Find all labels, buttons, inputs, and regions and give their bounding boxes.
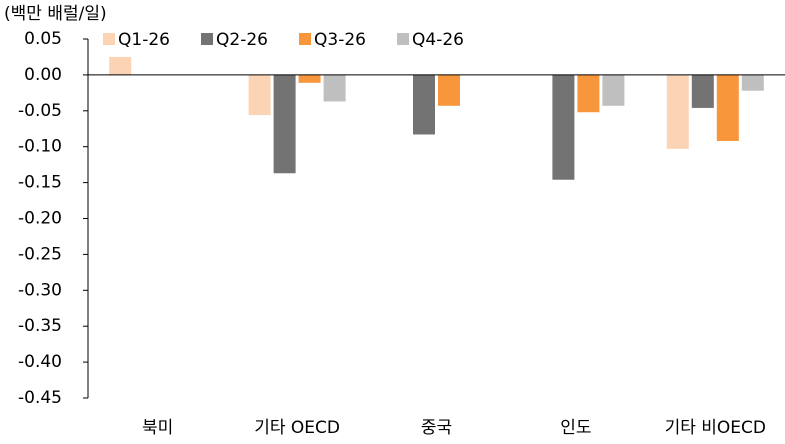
bar (298, 74, 321, 83)
legend-swatch (397, 33, 409, 45)
bar (273, 74, 296, 174)
y-tick-label: -0.05 (18, 101, 62, 121)
bar (577, 74, 600, 113)
y-tick-label: 0.05 (24, 29, 62, 49)
bar (413, 74, 435, 135)
y-tick-label: -0.40 (18, 352, 62, 372)
legend-label: Q2-26 (216, 30, 268, 50)
y-tick-label: -0.25 (18, 244, 62, 264)
y-tick-label: 0.00 (24, 65, 62, 85)
bar (109, 56, 132, 75)
legend-swatch (103, 33, 115, 45)
bar (323, 74, 346, 102)
legend-label: Q3-26 (314, 30, 366, 50)
x-tick-label: 북미 (142, 418, 173, 438)
y-tick-label: -0.45 (18, 388, 62, 408)
legend-label: Q1-26 (118, 30, 170, 50)
bar (741, 74, 764, 91)
y-tick-label: -0.20 (18, 209, 62, 229)
x-tick-label: 기타 비OECD (665, 418, 766, 438)
bar (691, 74, 714, 108)
y-tick-label: -0.10 (18, 137, 62, 157)
bar (716, 74, 739, 141)
x-tick-label: 인도 (560, 418, 591, 438)
x-tick-label: 기타 OECD (254, 418, 340, 438)
bar (552, 74, 575, 180)
bar (438, 74, 460, 106)
bar (666, 74, 689, 149)
y-axis-label: (백만 배럴/일) (4, 4, 107, 24)
legend-label: Q4-26 (412, 30, 464, 50)
legend-swatch (201, 33, 213, 45)
y-tick-label: -0.30 (18, 280, 62, 300)
bar (248, 74, 271, 116)
legend-swatch (299, 33, 311, 45)
y-tick-label: -0.15 (18, 173, 62, 193)
x-tick-label: 중국 (421, 418, 452, 438)
y-tick-label: -0.35 (18, 316, 62, 336)
bar (602, 74, 625, 106)
